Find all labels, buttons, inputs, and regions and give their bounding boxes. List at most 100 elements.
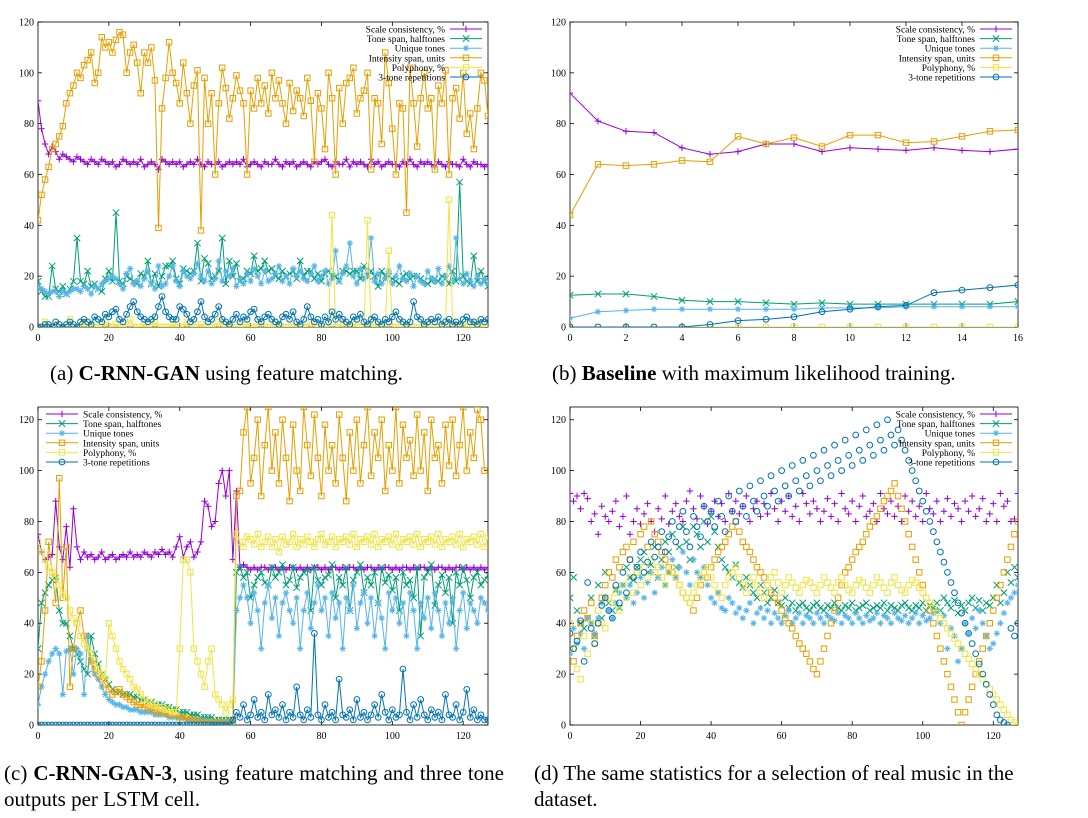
data-point [919,518,926,525]
data-point [686,543,694,551]
data-point [392,594,400,601]
data-point [410,298,417,305]
data-point [247,566,254,574]
data-point [790,306,798,313]
data-point [986,686,993,693]
series-a-0 [38,97,488,173]
data-point [119,31,127,38]
data-point [325,318,332,326]
data-point [325,323,332,327]
data-point [732,564,740,571]
data-point [789,620,796,627]
data-point [672,574,680,581]
data-point [130,323,137,327]
data-point [98,548,105,556]
data-point [208,280,215,287]
data-point [933,632,941,640]
legend-marker [58,458,66,466]
data-point [734,148,742,155]
data-point [126,706,134,713]
data-point [91,79,98,87]
data-point [165,161,173,168]
data-point [442,163,449,171]
data-point [332,614,339,622]
data-point [750,497,757,505]
data-point [841,612,849,619]
data-point [215,696,222,703]
data-point [41,670,49,678]
data-point [700,564,708,571]
data-point [609,614,616,622]
data-point [442,67,449,74]
data-point [172,543,180,551]
data-point [343,262,350,270]
data-point [958,303,966,310]
data-point [887,601,895,609]
data-point [158,323,166,327]
data-point [229,716,237,724]
data-point [357,265,364,272]
data-point [866,617,874,624]
data-point [785,607,792,614]
data-point [428,161,435,168]
data-point [282,716,290,724]
data-point [767,589,775,596]
data-point [286,161,293,168]
data-point [307,566,315,574]
data-point [905,581,912,589]
data-point [456,321,464,327]
data-point [48,721,56,725]
data-point [633,589,641,596]
data-point [781,614,789,622]
data-point [866,589,874,596]
data-point [374,543,382,551]
data-point [243,407,251,411]
data-point [371,278,378,285]
data-point [445,171,453,178]
data-point [834,457,842,464]
data-point [239,573,248,582]
data-point [441,589,450,597]
data-point [272,156,279,163]
legend-label: 3-tone repetitions [908,459,975,469]
data-point [275,161,283,168]
data-point [279,100,286,107]
data-point [757,569,764,576]
data-point [584,614,591,622]
data-point [979,606,987,615]
data-point [325,161,332,168]
data-point [413,645,421,652]
data-point [204,120,212,127]
data-point [66,645,74,652]
data-point [109,721,116,725]
data-point [406,436,414,444]
data-point [403,454,410,462]
data-point [898,436,905,444]
data-point [41,607,49,614]
data-point [211,275,219,282]
data-point [721,528,729,536]
data-point [894,614,902,622]
data-point [750,574,757,581]
data-point [392,308,400,316]
data-point [389,467,396,474]
data-point [718,556,726,564]
data-point [979,620,986,627]
data-point [38,683,42,691]
data-point [470,573,478,582]
data-point [194,658,201,665]
data-point [250,589,258,596]
data-point [73,285,81,293]
data-point [824,632,831,640]
data-point [887,487,895,495]
data-point [714,589,722,596]
data-point [247,536,254,543]
legend-label: Unique tones [925,45,976,55]
x-tick-label: 10 [845,333,855,344]
data-point [109,272,116,280]
data-point [943,599,952,607]
data-point [810,451,817,459]
data-point [201,497,208,505]
data-point [820,574,828,581]
data-point [243,270,251,277]
